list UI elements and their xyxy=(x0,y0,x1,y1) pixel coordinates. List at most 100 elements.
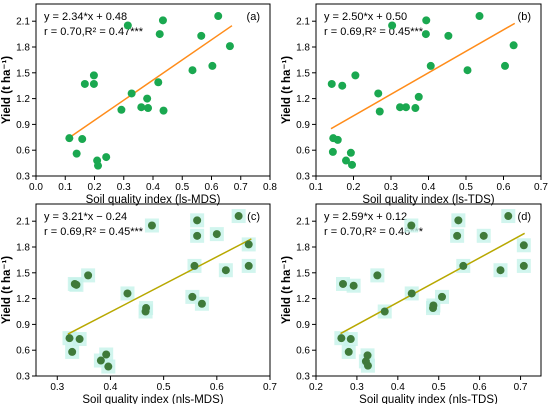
data-point xyxy=(342,156,350,165)
data-point xyxy=(363,361,372,370)
data-point xyxy=(346,148,355,157)
y-tick-label: 0.3 xyxy=(16,372,30,383)
data-point xyxy=(234,212,243,221)
y-tick-label: 1.5 xyxy=(296,68,310,79)
data-point xyxy=(190,261,199,270)
y-tick-label: 1.5 xyxy=(296,268,310,279)
data-point xyxy=(501,61,509,70)
regression-line xyxy=(67,238,252,335)
data-point xyxy=(459,261,468,270)
x-tick-label: 0.7 xyxy=(514,382,528,393)
y-tick-label: 2.1 xyxy=(296,217,310,228)
data-point xyxy=(244,261,253,270)
data-point xyxy=(123,21,132,30)
data-point xyxy=(444,31,453,40)
data-point xyxy=(84,271,93,280)
x-tick-label: 0.5 xyxy=(157,382,171,393)
x-tick-label: 0.2 xyxy=(88,182,102,193)
data-point xyxy=(65,334,74,343)
data-point xyxy=(363,351,372,360)
y-tick-label: 1.5 xyxy=(16,268,30,279)
data-point xyxy=(327,79,336,88)
data-point xyxy=(388,21,397,30)
data-point xyxy=(337,334,346,343)
data-point xyxy=(225,42,234,51)
data-point xyxy=(338,81,347,90)
y-tick-label: 1.2 xyxy=(16,294,30,305)
y-tick-label: 0.9 xyxy=(296,320,310,331)
data-point xyxy=(414,92,423,101)
data-point xyxy=(65,134,74,143)
y-axis-label: Yield (t ha⁻¹) xyxy=(281,256,293,324)
data-point xyxy=(117,105,126,114)
data-point xyxy=(349,281,358,290)
panel-label: (a) xyxy=(247,11,260,23)
y-tick-label: 0.3 xyxy=(296,372,310,383)
data-point xyxy=(429,301,438,310)
regression-equation: y = 2.50*x + 0.50 xyxy=(324,11,407,23)
data-point xyxy=(339,279,347,288)
regression-stats: r = 0.70,R² = 0.46*** xyxy=(324,226,424,238)
data-point xyxy=(375,107,384,116)
y-tick-label: 1.5 xyxy=(16,68,30,79)
x-tick-label: 0.2 xyxy=(309,382,323,393)
data-point xyxy=(137,103,146,112)
y-tick-label: 0.9 xyxy=(16,320,30,331)
data-point xyxy=(123,289,132,298)
data-point xyxy=(214,12,223,21)
data-point xyxy=(188,292,197,301)
data-point xyxy=(333,135,342,144)
data-point xyxy=(142,304,151,313)
data-point xyxy=(154,78,163,87)
data-point xyxy=(504,212,513,221)
data-point xyxy=(208,61,217,70)
x-axis-label: Soil quality index (ls-TDS) xyxy=(362,194,494,206)
x-tick-label: 0.6 xyxy=(205,182,219,193)
data-point xyxy=(509,41,518,50)
data-point xyxy=(102,350,111,359)
data-point xyxy=(380,307,389,316)
regression-equation: y = 3.21*x − 0.24 xyxy=(44,211,127,223)
data-point xyxy=(104,362,113,371)
data-point xyxy=(344,347,353,356)
data-point xyxy=(102,153,111,162)
data-point xyxy=(328,147,337,156)
data-point xyxy=(197,31,206,40)
regression-line xyxy=(67,25,233,140)
regression-line xyxy=(340,232,525,335)
data-point xyxy=(373,271,382,280)
y-axis-label: Yield (t ha⁻¹) xyxy=(281,56,293,124)
data-point xyxy=(94,161,103,170)
data-point xyxy=(68,347,77,356)
x-tick-label: 0.1 xyxy=(309,182,323,193)
data-point xyxy=(144,104,153,113)
data-point xyxy=(438,292,446,301)
x-axis-label: Soil quality index (ls-MDS) xyxy=(86,194,221,206)
x-axis-label: Soil quality index (nls-MDS) xyxy=(82,394,223,404)
y-tick-label: 0.6 xyxy=(16,146,30,157)
x-tick-label: 0.3 xyxy=(384,182,398,193)
x-tick-label: 0.7 xyxy=(534,182,548,193)
data-point xyxy=(421,30,430,39)
data-point xyxy=(402,103,410,112)
x-tick-label: 0.6 xyxy=(497,182,511,193)
data-point xyxy=(519,261,528,270)
data-point xyxy=(221,266,230,275)
x-tick-label: 0.4 xyxy=(422,182,436,193)
data-point xyxy=(351,71,360,80)
regression-equation: y = 2.59*x + 0.12 xyxy=(324,211,407,223)
data-point xyxy=(72,280,81,289)
x-tick-label: 0.6 xyxy=(210,382,224,393)
data-point xyxy=(426,61,435,70)
x-tick-label: 0.7 xyxy=(234,182,248,193)
data-point xyxy=(407,289,416,298)
y-tick-label: 0.9 xyxy=(296,120,310,131)
y-tick-label: 1.2 xyxy=(296,294,310,305)
y-tick-label: 0.6 xyxy=(296,146,310,157)
plot-frame xyxy=(35,203,271,377)
data-point xyxy=(475,12,484,21)
x-tick-label: 0.3 xyxy=(50,382,64,393)
chart-panel-3: 0.3 0.4 0.5 0.6 0.7 0.3 0.6 0.9 1.2 1.5 1.8 2.1 Soil… xyxy=(1,203,277,404)
